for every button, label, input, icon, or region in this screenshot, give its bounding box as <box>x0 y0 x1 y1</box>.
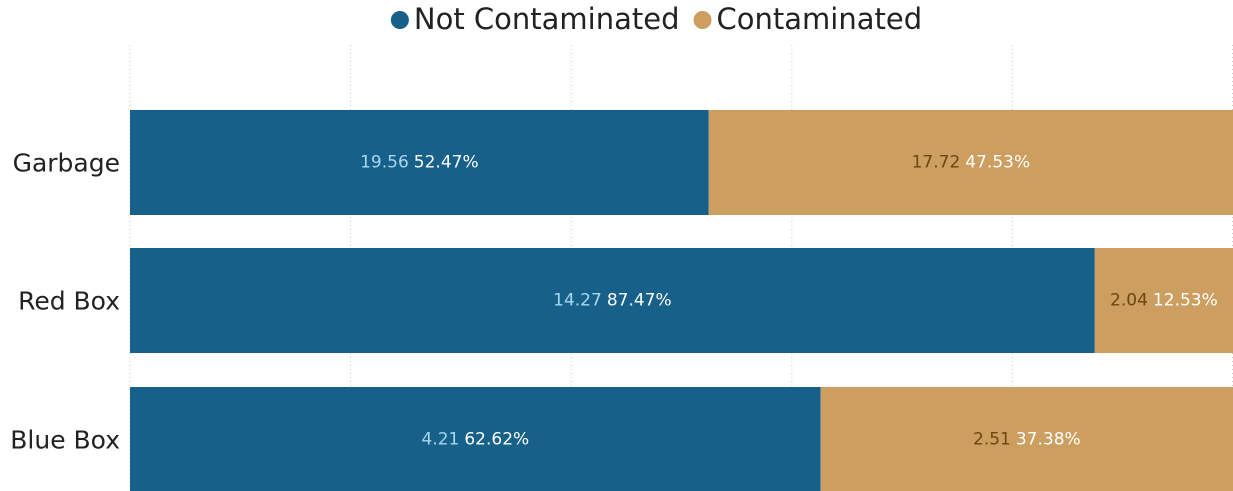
amount-label: 4.21 <box>422 430 460 450</box>
data-label: 2.04 12.53% <box>1110 291 1218 311</box>
amount-label: 2.04 <box>1110 291 1148 311</box>
legend-label: Contaminated <box>717 2 923 36</box>
data-label: 2.51 37.38% <box>973 430 1081 450</box>
data-label: 17.72 47.53% <box>912 153 1031 173</box>
data-label: 14.27 87.47% <box>553 291 672 311</box>
legend-marker <box>390 11 409 29</box>
data-label: 4.21 62.62% <box>422 430 530 450</box>
category-label: Garbage <box>13 149 120 178</box>
amount-label: 2.51 <box>973 430 1011 450</box>
legend: Not Contaminated Contaminated <box>390 2 923 36</box>
percent-label: 62.62% <box>464 430 529 450</box>
percent-label: 37.38% <box>1016 430 1081 450</box>
percent-label: 47.53% <box>965 153 1030 173</box>
legend-label: Not Contaminated <box>414 2 680 36</box>
category-label: Red Box <box>18 287 120 316</box>
percent-label: 52.47% <box>414 153 479 173</box>
bar-segment <box>708 110 1233 215</box>
bar-segment <box>130 110 709 215</box>
bar-segment <box>130 387 821 491</box>
bar-segment <box>820 387 1233 491</box>
bar-segment <box>1094 248 1233 353</box>
legend-marker <box>693 11 712 29</box>
category-label: Blue Box <box>10 426 120 455</box>
data-label: 19.56 52.47% <box>360 153 479 173</box>
amount-label: 17.72 <box>912 153 961 173</box>
amount-label: 14.27 <box>553 291 602 311</box>
bar-segment <box>130 248 1095 353</box>
percent-label: 87.47% <box>607 291 672 311</box>
amount-label: 19.56 <box>360 153 409 173</box>
percent-label: 12.53% <box>1153 291 1218 311</box>
